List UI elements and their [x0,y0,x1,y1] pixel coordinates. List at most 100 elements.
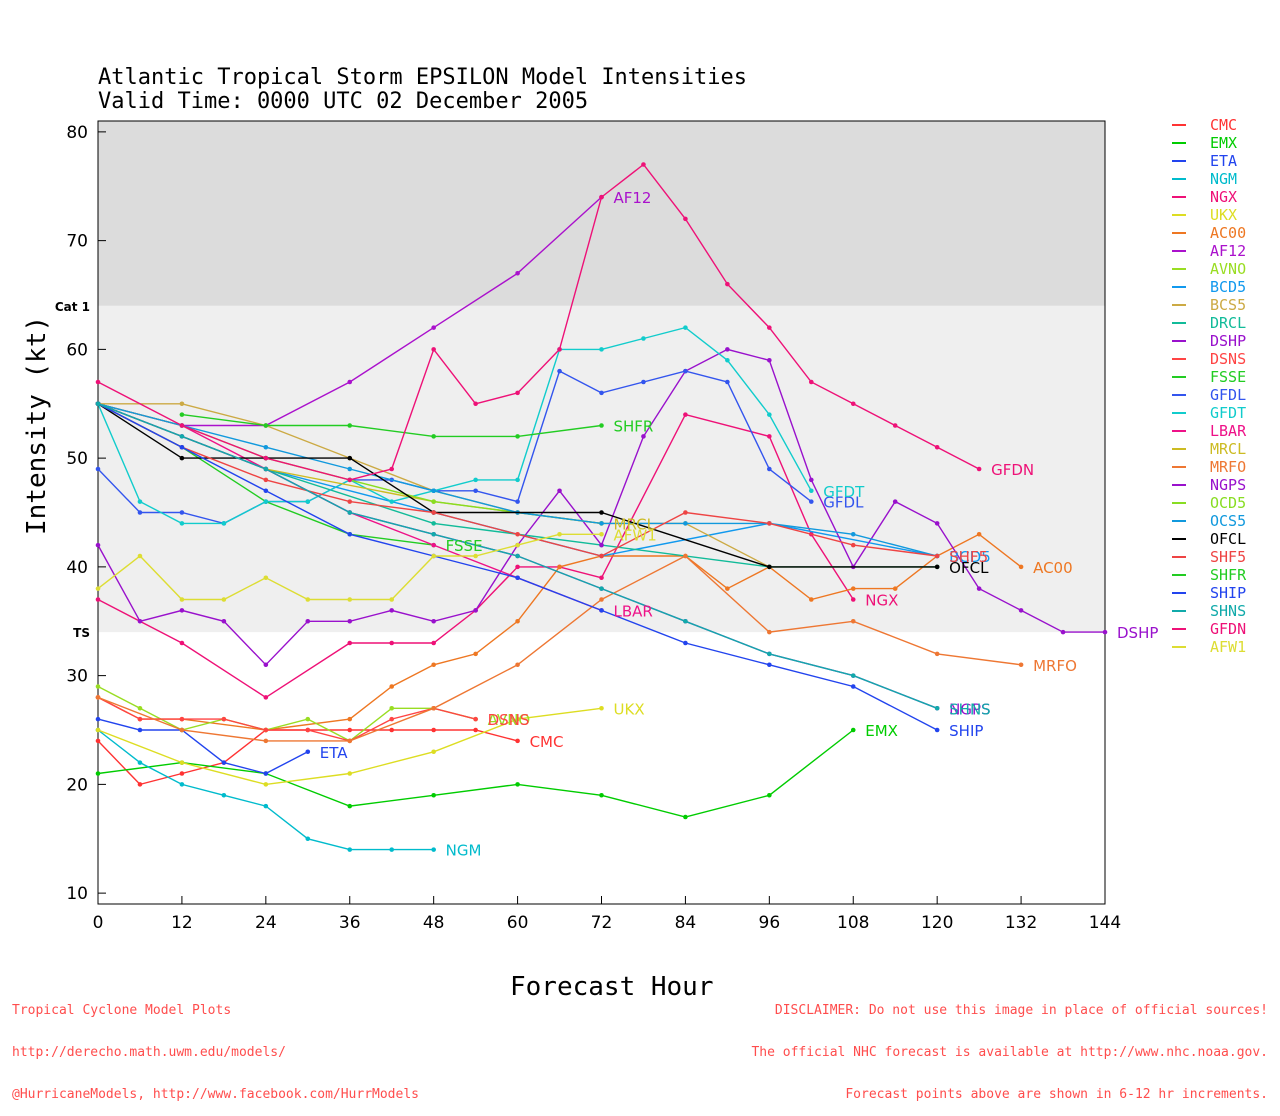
data-point-mrfo [347,738,353,744]
legend-swatch [1172,160,1186,162]
series-end-label: CMC [530,733,564,751]
data-point-ac00 [557,564,562,570]
data-point-mrfo [431,705,436,711]
data-point-shf5 [934,553,940,559]
data-point-mrfo [599,597,604,602]
legend-swatch [1172,628,1186,630]
data-point-gfdt [389,499,395,504]
series-end-label: SHNS [949,700,991,718]
data-point-gfdl [179,510,185,515]
data-point-dsns [221,716,227,722]
x-tick-label: 144 [1089,913,1121,933]
x-tick-label: 96 [759,913,781,933]
legend-item: MRFO [1172,458,1272,476]
data-point-dsns [473,716,478,722]
data-point-dshp [1060,629,1066,635]
data-point-gfdl [725,379,730,385]
legend-item: DSHP [1172,332,1272,350]
data-point-shns [263,466,269,472]
data-point-avno [389,705,395,711]
band-label: TS [73,626,90,640]
data-point-gfdt [137,499,143,504]
series-end-label: OFCL [949,559,989,577]
data-point-ship [767,662,772,668]
data-point-dsns [389,716,395,722]
footer-disclaimer: DISCLAIMER: Do not use this image in pla… [751,976,1268,1116]
series-end-label: ETA [320,744,348,762]
data-point-avno [305,716,311,722]
legend-item: NGM [1172,170,1272,188]
legend-item: GFDN [1172,620,1272,638]
data-point-eta [263,771,269,776]
data-point-gfdn [515,390,520,396]
legend-swatch [1172,214,1186,216]
legend-swatch [1172,592,1186,594]
legend-label: DRCL [1210,314,1247,332]
data-point-gfdt [641,336,646,341]
data-point-dshp [599,542,604,548]
legend-label: NGPS [1210,476,1247,494]
data-point-avno [95,684,101,689]
data-point-mrfo [179,727,185,733]
y-tick-label: 20 [66,775,88,795]
legend-swatch [1172,610,1186,612]
legend-swatch [1172,250,1186,252]
data-point-ac00 [473,651,478,657]
series-line-ofcl [97,403,938,568]
footer-credit-line: http://derecho.math.uwm.edu/models/ [12,1045,286,1060]
y-tick-label: 10 [66,884,88,904]
data-point-afw1 [557,531,562,537]
data-point-eta [221,760,227,765]
data-point-ship [179,444,185,450]
data-point-shf5 [683,510,688,515]
legend-swatch [1172,502,1186,504]
legend-label: MRFO [1210,458,1247,476]
x-tick-label: 120 [921,913,953,933]
footer-credit-line: Tropical Cyclone Model Plots [12,1003,232,1018]
data-point-gfdl [515,499,520,504]
data-point-shf5 [599,553,604,559]
series-line-shfr [181,413,602,438]
series-end-label: BCD5 [949,548,991,566]
data-point-ac00 [389,684,395,689]
data-point-ocs5 [263,444,269,450]
data-point-ac00 [725,586,730,591]
legend-label: FSSE [1210,368,1247,386]
data-point-afw1 [137,553,143,559]
data-point-emx [95,771,101,776]
legend-item: BCS5 [1172,296,1272,314]
footer-credits: Tropical Cyclone Model Plots http://dere… [12,976,419,1116]
series-end-label: NGM [446,842,482,860]
legend-item: AC00 [1172,224,1272,242]
data-point-ngm [263,803,269,809]
data-point-dshp [179,608,185,613]
data-point-mrfo [767,629,772,635]
legend-swatch [1172,178,1186,180]
data-point-gfdn [850,401,856,407]
data-point-ngx [683,412,688,417]
x-tick-label: 108 [837,913,869,933]
series-line-gfdt [97,326,812,525]
series-end-label: MRCL [614,515,656,533]
legend-label: SHNS [1210,602,1247,620]
data-point-shf5 [515,531,520,537]
data-point-cmc [179,771,185,776]
data-point-ac00 [808,597,814,602]
data-point-ofcl [934,564,940,570]
data-point-shf5 [431,510,436,515]
data-point-gfdt [305,499,311,504]
y-axis-label: Intensity (kt) [22,315,52,535]
legend-item: NGPS [1172,476,1272,494]
legend-item: OCS5 [1172,512,1272,530]
intensity-chart: Cat 1 TS 0 12 24 36 48 60 72 84 96 108 120 132 144 10 20… [55,120,1158,933]
data-point-emx [767,792,772,798]
data-point-ngm [137,760,143,765]
legend-label: SHIP [1210,584,1247,602]
data-point-af12 [431,325,436,330]
data-point-ngx [263,695,269,700]
data-point-afw1 [347,597,353,602]
legend-label: OCS5 [1210,512,1247,530]
data-point-ship [683,640,688,646]
data-point-eta [137,727,143,733]
disclaimer-line: The official NHC forecast is available a… [751,1045,1268,1060]
